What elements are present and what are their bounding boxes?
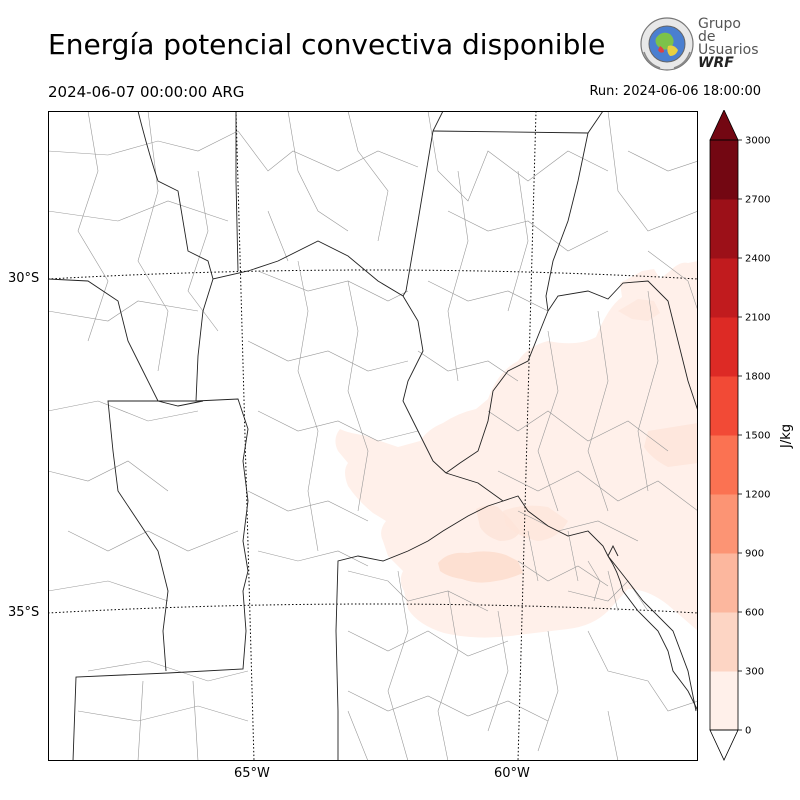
globe-emblem-icon (640, 17, 694, 71)
colorbar-swatch (710, 199, 738, 259)
colorbar-tick-label: 900 (745, 549, 764, 560)
colorbar-tick-label: 300 (745, 667, 764, 678)
page-title: Energía potencial convectiva disponible (48, 28, 606, 61)
colorbar-swatch (710, 435, 738, 495)
colorbar-swatch (710, 376, 738, 436)
colorbar-swatch (710, 553, 738, 613)
colorbar-unit-label: J/kg (779, 424, 794, 449)
colorbar-swatch (710, 612, 738, 672)
colorbar-tick-label: 2100 (745, 313, 770, 324)
colorbar: 0 300 600 900 1200 1500 1800 2100 2400 2700 3000 J… (709, 110, 794, 761)
lat-label-30s: 30°S (8, 271, 40, 286)
valid-time: 2024-06-07 00:00:00 ARG (48, 83, 245, 101)
colorbar-extend-max (709, 110, 739, 141)
graticule (48, 111, 698, 761)
lon-label-60w: 60°W (494, 766, 530, 781)
cape-field (335, 261, 698, 638)
colorbar-tick-label: 2700 (745, 195, 770, 206)
province-borders (48, 111, 698, 761)
coastline (607, 555, 697, 712)
colorbar-tick-label: 2400 (745, 254, 770, 265)
colorbar-swatch (710, 258, 738, 318)
colorbar-tick-label: 3000 (745, 136, 770, 147)
meridian-65w (235, 111, 255, 761)
colorbar-tick-label: 600 (745, 608, 764, 619)
department-borders (48, 111, 698, 761)
logo-line-3: WRF (698, 55, 734, 71)
colorbar-swatch (710, 671, 738, 731)
run-time: Run: 2024-06-06 18:00:00 (589, 84, 761, 99)
logo: Grupo de Usuarios WRF (638, 16, 759, 72)
map-panel (48, 111, 698, 761)
colorbar-tick-label: 1800 (745, 372, 770, 383)
colorbar-tick-label: 0 (745, 726, 751, 737)
colorbar-swatch (710, 317, 738, 377)
logo-line-1: Grupo de (698, 16, 741, 45)
colorbar-swatches (710, 140, 738, 731)
colorbar-tick-label: 1200 (745, 490, 770, 501)
colorbar-ticks: 0 300 600 900 1200 1500 1800 2100 2400 2700 3000 (738, 136, 770, 737)
logo-text: Grupo de Usuarios WRF (698, 16, 759, 71)
lon-label-65w: 65°W (234, 766, 270, 781)
colorbar-tick-label: 1500 (745, 431, 770, 442)
logo-line-2: Usuarios (698, 42, 759, 58)
colorbar-extend-min (709, 729, 739, 761)
colorbar-swatch (710, 140, 738, 200)
lat-label-35s: 35°S (8, 605, 40, 620)
map-frame (48, 111, 698, 761)
meridian-60w (517, 111, 537, 761)
colorbar-swatch (710, 494, 738, 554)
